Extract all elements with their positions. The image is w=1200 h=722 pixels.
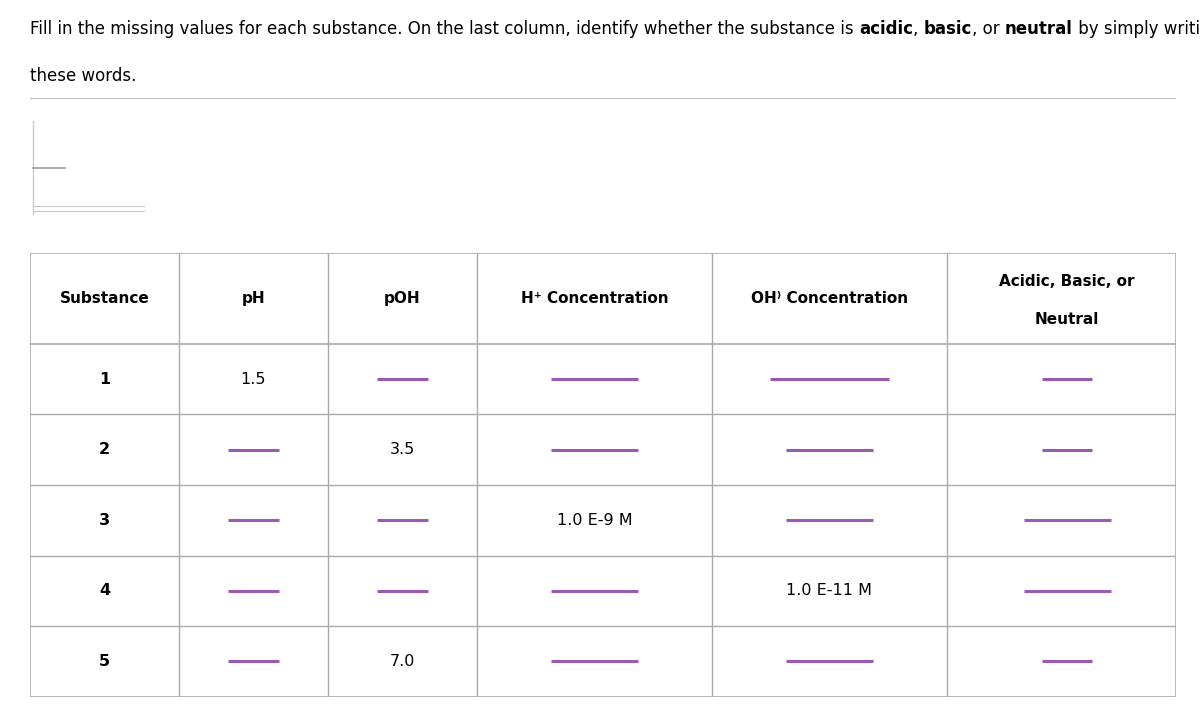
- Text: H⁺ Concentration: H⁺ Concentration: [521, 291, 668, 305]
- Text: 1.5: 1.5: [241, 372, 266, 386]
- Text: Substance: Substance: [60, 291, 149, 305]
- Text: OH⁾ Concentration: OH⁾ Concentration: [751, 291, 908, 305]
- Text: by simply writing: by simply writing: [1073, 19, 1200, 38]
- Text: basic: basic: [924, 19, 972, 38]
- Text: 1.0 E-9 M: 1.0 E-9 M: [557, 513, 632, 528]
- Text: 3: 3: [98, 513, 110, 528]
- Text: Acidic, Basic, or: Acidic, Basic, or: [1000, 274, 1135, 289]
- Text: pOH: pOH: [384, 291, 421, 305]
- Text: neutral: neutral: [1004, 19, 1073, 38]
- Text: 5: 5: [98, 654, 110, 669]
- Text: Fill in the missing values for each substance. On the last column, identify whet: Fill in the missing values for each subs…: [30, 19, 859, 38]
- Text: Neutral: Neutral: [1034, 312, 1099, 327]
- Text: pH: pH: [241, 291, 265, 305]
- Text: 7.0: 7.0: [390, 654, 415, 669]
- Text: 2: 2: [98, 442, 110, 457]
- Text: , or: , or: [972, 19, 1004, 38]
- Text: these words.: these words.: [30, 67, 137, 85]
- Text: 1: 1: [98, 372, 110, 386]
- Text: 1.0 E-11 M: 1.0 E-11 M: [786, 583, 872, 599]
- Text: ,: ,: [913, 19, 924, 38]
- Text: 3.5: 3.5: [390, 442, 415, 457]
- Text: acidic: acidic: [859, 19, 913, 38]
- Text: 4: 4: [98, 583, 110, 599]
